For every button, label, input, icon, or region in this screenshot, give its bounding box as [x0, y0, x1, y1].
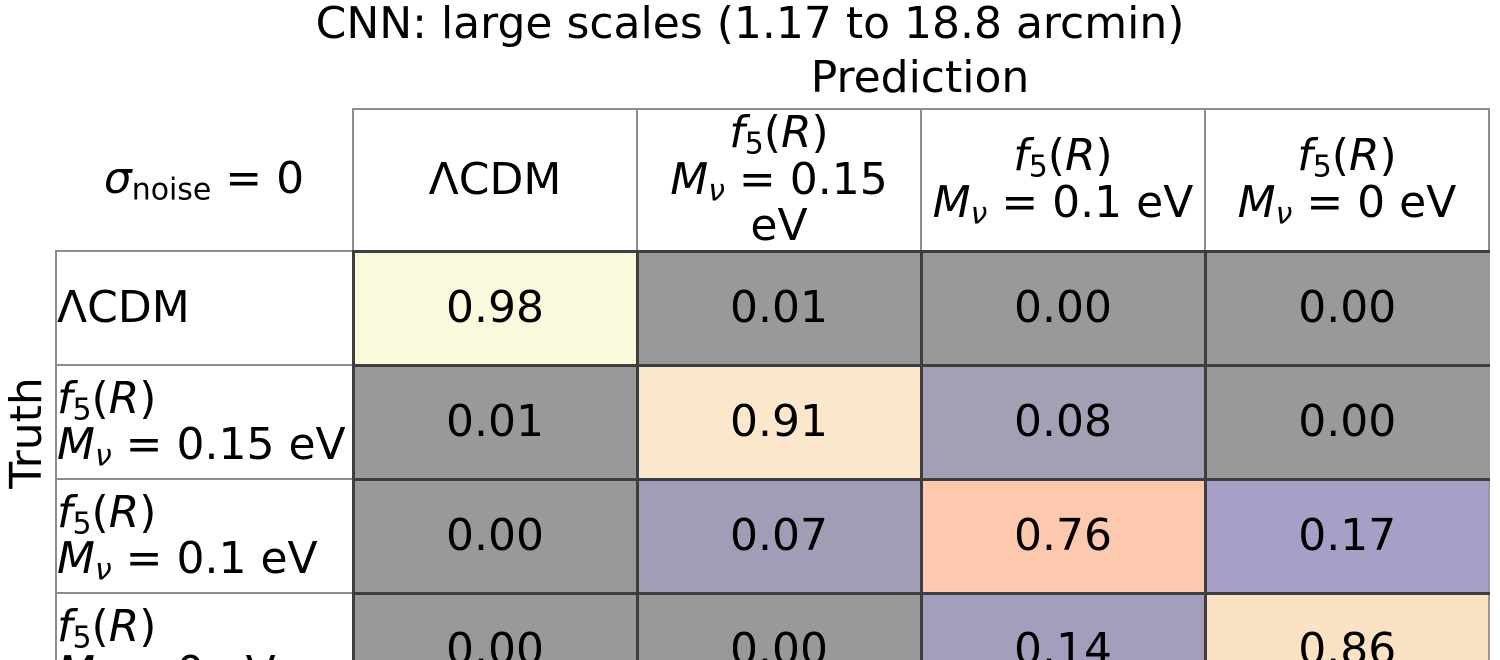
matrix-cell: 0.76 [919, 477, 1207, 595]
matrix-cell: 0.17 [1203, 477, 1490, 595]
matrix-cell: 0.00 [351, 477, 639, 595]
noise-level-label: σnoise = 0 [56, 109, 353, 252]
matrix-cell: 0.00 [919, 249, 1207, 367]
table-row: f5(R)Mν = 0 eV 0.00 0.00 0.14 0.86 [55, 591, 1490, 660]
table-row: ΛCDM 0.98 0.01 0.00 0.00 [55, 249, 1490, 367]
matrix-cell: 0.00 [351, 591, 639, 660]
matrix-cell: 0.00 [1203, 249, 1490, 367]
row-header-f5r-mnu-015: f5(R) Mν = 0.15 eV [55, 364, 354, 481]
matrix-cell: 0.07 [635, 477, 923, 595]
chart-title: CNN: large scales (1.17 to 18.8 arcmin) [315, 0, 1185, 49]
row-header-f5r-mnu-01: f5(R) Mν = 0.1 eV [55, 478, 354, 595]
row-header-lcdm: ΛCDM [55, 250, 354, 367]
table-row: f5(R) Mν = 0.1 eV 0.00 0.07 0.76 0.17 [55, 477, 1490, 595]
matrix-cell: 0.01 [635, 249, 923, 367]
table-row: f5(R) Mν = 0.15 eV 0.01 0.91 0.08 0.00 [55, 363, 1490, 481]
matrix-cell: 0.01 [351, 363, 639, 481]
matrix-cell: 0.08 [919, 363, 1207, 481]
matrix-cell: 0.14 [919, 591, 1207, 660]
truth-axis-label: Truth [1, 377, 52, 489]
row-header-f5r-mnu-0: f5(R)Mν = 0 eV [55, 592, 354, 660]
matrix-cell: 0.98 [351, 249, 639, 367]
col-header-lcdm: ΛCDM [352, 107, 638, 253]
header-row: σnoise = 0 ΛCDM f5(R) Mν = 0.15 eV f5(R) M… [56, 107, 1490, 253]
matrix-cell: 0.00 [635, 591, 923, 660]
matrix-cell: 0.91 [635, 363, 923, 481]
col-header-f5r-mnu-015: f5(R) Mν = 0.15 eV [636, 107, 922, 253]
matrix-cell: 0.86 [1203, 591, 1490, 660]
col-header-f5r-mnu-01: f5(R) Mν = 0.1 eV [920, 107, 1206, 253]
col-header-f5r-mnu-0: f5(R) Mν = 0 eV [1204, 107, 1490, 253]
prediction-axis-label: Prediction [810, 52, 1030, 103]
matrix-cell: 0.00 [1203, 363, 1490, 481]
confusion-matrix-table: σnoise = 0 ΛCDM f5(R) Mν = 0.15 eV f5(R) M… [55, 107, 1490, 660]
